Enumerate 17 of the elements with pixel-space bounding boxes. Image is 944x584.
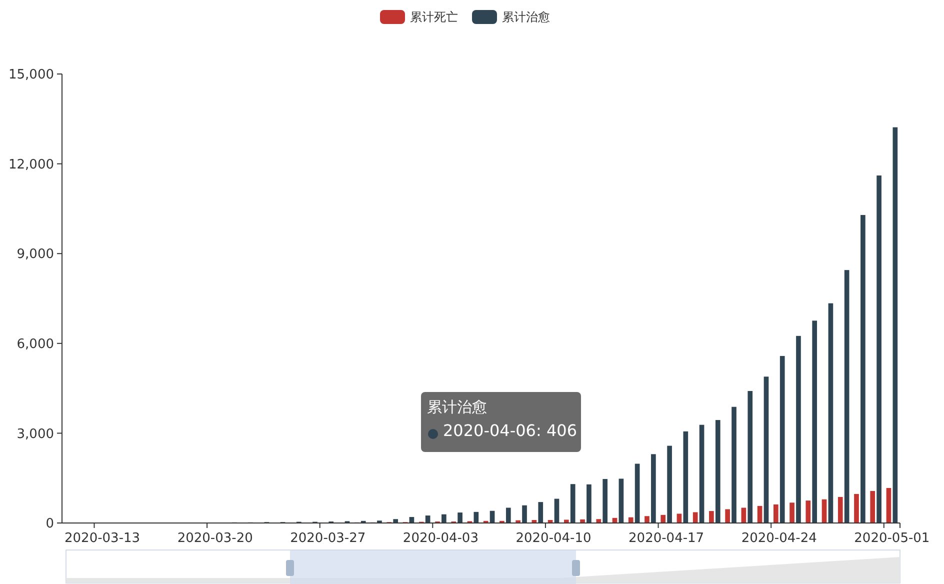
x-tick-label: 2020-04-03 [402, 531, 478, 546]
x-tick-label: 2020-03-27 [290, 531, 366, 546]
x-tick-label: 2020-04-10 [516, 531, 592, 546]
annotation: 累计治愈 2020-04-06: 406 [427, 398, 577, 440]
x-tick-label: 2020-04-17 [628, 531, 704, 546]
y-tick-label: 3,000 [16, 426, 54, 442]
y-tick-label: 6,000 [16, 336, 54, 352]
legend-label: 累计死亡 [410, 10, 458, 24]
y-tick-label: 0 [46, 516, 54, 532]
x-tick-label: 2020-03-13 [64, 531, 140, 546]
x-tick-label: 2020-03-20 [177, 531, 253, 546]
legend-label: 累计治愈 [502, 10, 550, 24]
y-tick-label: 15,000 [8, 68, 54, 83]
y-tick-label: 12,000 [8, 157, 54, 172]
y-tick-label: 9,000 [16, 247, 54, 262]
x-tick-label: 2020-04-24 [741, 531, 817, 546]
x-tick-label: 2020-05-01 [854, 531, 930, 546]
